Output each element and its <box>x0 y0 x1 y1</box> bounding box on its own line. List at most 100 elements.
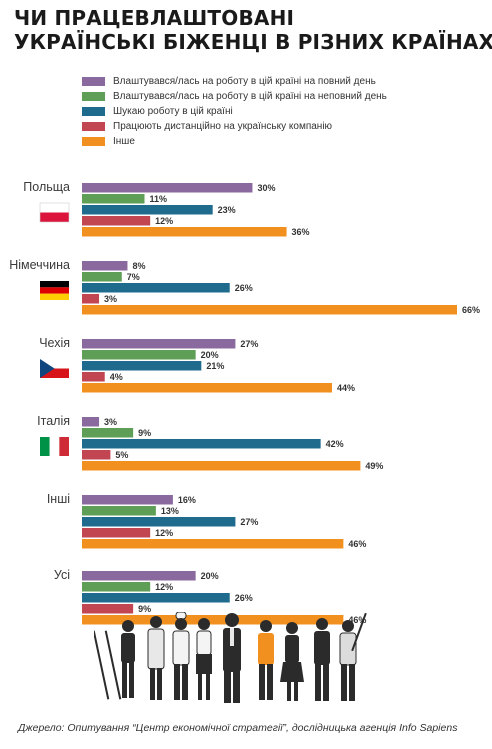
italy-flag <box>40 437 69 456</box>
bar-poland-other <box>82 227 287 237</box>
value-label-others-part-time: 13% <box>161 506 179 516</box>
workers-silhouette-illustration <box>94 612 367 703</box>
value-label-poland-remote: 12% <box>155 216 173 226</box>
value-label-others-other: 46% <box>348 539 366 549</box>
legend-item-looking: Шукаю роботу в цій країні <box>82 104 482 119</box>
bar-others-full-time <box>82 495 173 505</box>
poland-flag <box>39 202 70 223</box>
value-label-all-looking: 26% <box>235 593 253 603</box>
value-label-czechia-other: 44% <box>337 383 355 393</box>
bar-czechia-remote <box>82 372 105 382</box>
source-note: Джерело: Опитування “Центр економічної с… <box>18 722 458 734</box>
value-label-germany-other: 66% <box>462 305 480 315</box>
value-label-germany-full-time: 8% <box>132 261 145 271</box>
bar-all-remote <box>82 604 134 614</box>
painter-figure <box>339 612 367 701</box>
value-label-others-full-time: 16% <box>178 495 196 505</box>
bar-italy-part-time <box>82 428 134 438</box>
value-label-all-remote: 9% <box>138 604 151 614</box>
legend-item-part-time: Влаштувався/лась на роботу в цій країні … <box>82 89 482 104</box>
category-label-germany: Німеччина <box>9 258 70 272</box>
bar-italy-full-time <box>82 417 100 427</box>
bar-italy-looking <box>82 439 321 449</box>
value-label-germany-remote: 3% <box>104 294 117 304</box>
doctor-figure <box>147 616 165 700</box>
bar-germany-full-time <box>82 261 128 271</box>
legend-item-remote: Працюють дистанційно на українську компа… <box>82 119 482 134</box>
value-label-all-part-time: 12% <box>155 582 173 592</box>
bar-all-full-time <box>82 571 196 581</box>
bar-poland-remote <box>82 216 151 226</box>
bar-germany-other <box>82 305 457 315</box>
value-label-poland-full-time: 30% <box>257 183 275 193</box>
value-label-italy-other: 49% <box>365 461 383 471</box>
category-label-all: Усі <box>54 568 70 582</box>
legend-item-full-time: Влаштувався/лась на роботу в цій країні … <box>82 74 482 89</box>
value-label-italy-part-time: 9% <box>138 428 151 438</box>
businessman-figure <box>223 613 241 703</box>
value-label-czechia-part-time: 20% <box>201 350 219 360</box>
bar-germany-looking <box>82 283 230 293</box>
construction-worker-figure <box>258 617 274 700</box>
legend-swatch-looking <box>82 107 105 116</box>
category-label-czechia: Чехія <box>39 336 70 350</box>
bar-poland-full-time <box>82 183 253 193</box>
legend-label-full-time: Влаштувався/лась на роботу в цій країні … <box>113 76 376 87</box>
bar-others-part-time <box>82 506 156 516</box>
value-label-poland-part-time: 11% <box>150 194 168 204</box>
value-label-italy-remote: 5% <box>115 450 128 460</box>
bar-poland-part-time <box>82 194 145 204</box>
bar-all-other <box>82 615 344 625</box>
value-label-czechia-looking: 21% <box>206 361 224 371</box>
bar-others-remote <box>82 528 151 538</box>
bar-all-part-time <box>82 582 151 592</box>
bar-czechia-other <box>82 383 332 393</box>
legend-label-other: Інше <box>113 136 135 147</box>
value-label-all-full-time: 20% <box>201 571 219 581</box>
germany-flag <box>40 281 69 300</box>
chart-title-line1: ЧИ ПРАЦЕВЛАШТОВАНІ <box>14 6 295 30</box>
value-label-others-looking: 27% <box>240 517 258 527</box>
chef-figure <box>172 612 190 700</box>
legend-label-part-time: Влаштувався/лась на роботу в цій країні … <box>113 91 387 102</box>
value-label-others-remote: 12% <box>155 528 173 538</box>
bar-italy-remote <box>82 450 111 460</box>
category-label-poland: Польща <box>23 180 70 194</box>
legend: Влаштувався/лась на роботу в цій країні … <box>82 74 482 149</box>
legend-swatch-remote <box>82 122 105 131</box>
bar-czechia-full-time <box>82 339 236 349</box>
category-label-others: Інші <box>47 492 70 506</box>
worker-with-ladder-figure <box>94 620 135 700</box>
worker-figure <box>314 618 330 701</box>
bar-poland-looking <box>82 205 213 215</box>
category-label-italy: Італія <box>37 414 70 428</box>
legend-swatch-part-time <box>82 92 105 101</box>
value-label-poland-looking: 23% <box>218 205 236 215</box>
bar-others-looking <box>82 517 236 527</box>
bar-czechia-looking <box>82 361 202 371</box>
bar-germany-remote <box>82 294 100 304</box>
value-label-germany-part-time: 7% <box>127 272 140 282</box>
value-label-czechia-remote: 4% <box>110 372 123 382</box>
value-label-czechia-full-time: 27% <box>240 339 258 349</box>
chart-title-line2: УКРАЇНСЬКІ БІЖЕНЦІ В РІЗНИХ КРАЇНАХ? <box>14 30 492 54</box>
legend-label-looking: Шукаю роботу в цій країні <box>113 106 233 117</box>
legend-item-other: Інше <box>82 134 482 149</box>
bar-others-other <box>82 539 344 549</box>
woman-figure <box>196 618 212 700</box>
legend-label-remote: Працюють дистанційно на українську компа… <box>113 121 333 132</box>
czech-flag <box>40 359 69 378</box>
value-label-germany-looking: 26% <box>235 283 253 293</box>
bar-all-looking <box>82 593 230 603</box>
bar-czechia-part-time <box>82 350 196 360</box>
woman-2-figure <box>280 622 304 701</box>
legend-swatch-other <box>82 137 105 146</box>
value-label-italy-full-time: 3% <box>104 417 117 427</box>
value-label-poland-other: 36% <box>292 227 310 237</box>
value-label-italy-looking: 42% <box>326 439 344 449</box>
bar-germany-part-time <box>82 272 122 282</box>
chart-title: ЧИ ПРАЦЕВЛАШТОВАНІ УКРАЇНСЬКІ БІЖЕНЦІ В … <box>14 6 492 54</box>
legend-swatch-full-time <box>82 77 105 86</box>
value-label-all-other: 46% <box>348 615 366 625</box>
